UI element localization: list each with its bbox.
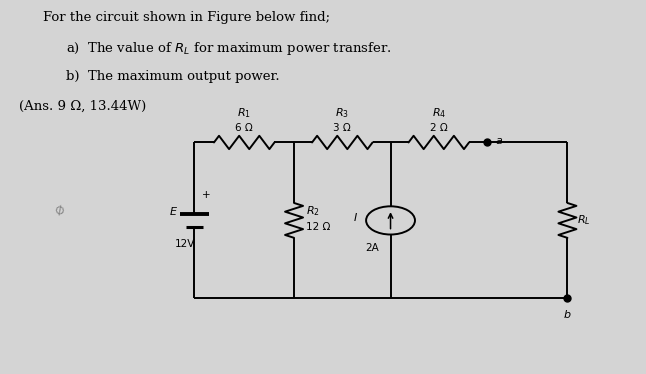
Text: a)  The value of $R_L$ for maximum power transfer.: a) The value of $R_L$ for maximum power …: [66, 40, 391, 57]
Text: (Ans. 9 Ω, 13.44W): (Ans. 9 Ω, 13.44W): [19, 100, 147, 113]
Text: 2A: 2A: [366, 243, 379, 253]
Text: +: +: [202, 190, 210, 200]
Text: $R_2$: $R_2$: [306, 204, 320, 218]
Text: For the circuit shown in Figure below find;: For the circuit shown in Figure below fi…: [43, 11, 330, 24]
Text: $E$: $E$: [169, 205, 178, 217]
Text: $R_1$: $R_1$: [237, 106, 251, 120]
Text: 3 Ω: 3 Ω: [333, 123, 351, 133]
Text: $R_4$: $R_4$: [432, 106, 446, 120]
Text: 2 Ω: 2 Ω: [430, 123, 448, 133]
Text: $R_3$: $R_3$: [335, 106, 349, 120]
Text: $b$: $b$: [563, 308, 572, 320]
Text: $I$: $I$: [353, 211, 359, 223]
Text: b)  The maximum output power.: b) The maximum output power.: [66, 70, 279, 83]
Text: 12V: 12V: [174, 239, 195, 249]
Text: 12 Ω: 12 Ω: [306, 222, 330, 232]
Text: $a$: $a$: [495, 136, 503, 145]
Text: ⌀: ⌀: [51, 200, 67, 218]
Text: 6 Ω: 6 Ω: [235, 123, 253, 133]
Text: $R_L$: $R_L$: [577, 214, 590, 227]
